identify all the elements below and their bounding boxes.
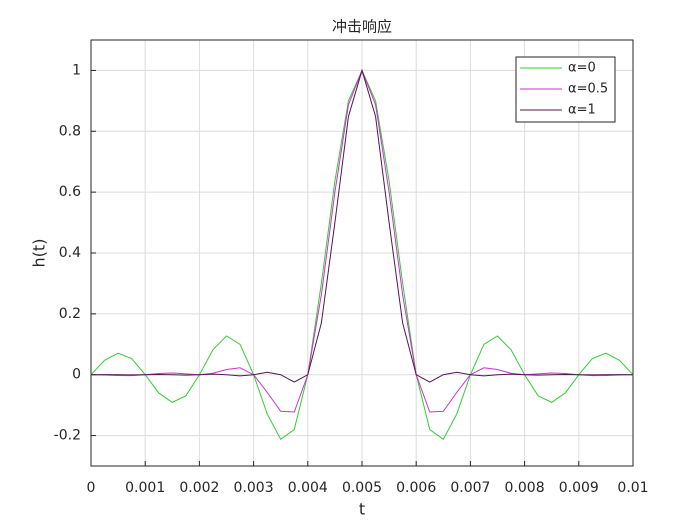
y-tick-label: 0.4 [59, 245, 81, 261]
x-tick-label: 0 [87, 480, 96, 496]
y-tick-label: 0 [72, 367, 81, 383]
x-tick-label: 0.009 [559, 480, 599, 496]
legend-label: α=0.5 [568, 82, 608, 97]
y-tick-label: 1 [72, 62, 81, 78]
x-tick-label: 0.008 [505, 480, 545, 496]
y-tick-label: 0.2 [59, 306, 81, 322]
legend-label: α=0 [568, 61, 596, 76]
axes-box [90, 39, 634, 467]
x-tick-label: 0.007 [450, 480, 490, 496]
legend-label: α=1 [568, 103, 596, 118]
y-tick-label: 0.8 [59, 123, 81, 139]
x-tick-label: 0.006 [396, 480, 436, 496]
x-tick-label: 0.004 [288, 480, 328, 496]
y-axis-label: h(t) [30, 239, 49, 268]
x-tick-label: 0.001 [125, 480, 165, 496]
x-tick-label: 0.002 [179, 480, 219, 496]
x-tick-label: 0.003 [234, 480, 274, 496]
y-tick-label: 0.6 [59, 184, 81, 200]
y-tick-label: -0.2 [54, 428, 81, 444]
x-tick-label: 0.01 [617, 480, 648, 496]
x-axis-label: t [359, 500, 365, 519]
x-tick-label: 0.005 [342, 480, 382, 496]
series-line [90, 68, 634, 383]
chart-title: 冲击响应 [332, 18, 392, 36]
